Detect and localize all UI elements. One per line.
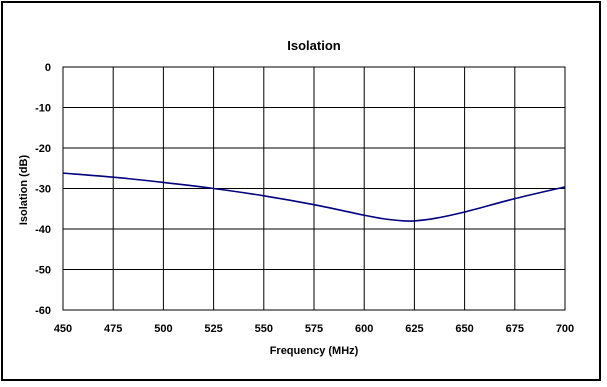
x-axis-label: Frequency (MHz) <box>270 345 359 357</box>
x-tick-label: 575 <box>305 323 323 335</box>
plot-grid <box>62 66 566 311</box>
x-axis-ticks: 450 475 500 525 550 575 600 625 650 675 700 <box>54 323 574 335</box>
x-tick-label: 650 <box>455 323 473 335</box>
y-tick-label: -60 <box>35 305 51 317</box>
y-axis-ticks: 0 -10 -20 -30 -40 -50 -60 <box>35 62 51 317</box>
x-tick-label: 525 <box>204 323 222 335</box>
y-axis-label: Isolation (dB) <box>18 155 30 226</box>
x-tick-label: 550 <box>255 323 273 335</box>
plot-area-border <box>62 66 566 311</box>
x-tick-label: 675 <box>506 323 524 335</box>
chart-title: Isolation <box>287 38 341 53</box>
y-tick-label: -20 <box>35 143 51 155</box>
series-layer <box>62 172 566 222</box>
x-tick-label: 500 <box>154 323 172 335</box>
isolation-series-line <box>62 172 566 222</box>
x-tick-label: 600 <box>355 323 373 335</box>
x-tick-label: 475 <box>104 323 122 335</box>
x-tick-label: 625 <box>405 323 423 335</box>
chart-frame <box>1 1 601 381</box>
x-tick-label: 450 <box>54 323 72 335</box>
y-tick-label: 0 <box>45 62 51 74</box>
y-tick-label: -10 <box>35 103 51 115</box>
x-tick-label: 700 <box>556 323 574 335</box>
y-tick-label: -50 <box>35 265 51 277</box>
y-tick-label: -40 <box>35 224 51 236</box>
y-tick-label: -30 <box>35 184 51 196</box>
